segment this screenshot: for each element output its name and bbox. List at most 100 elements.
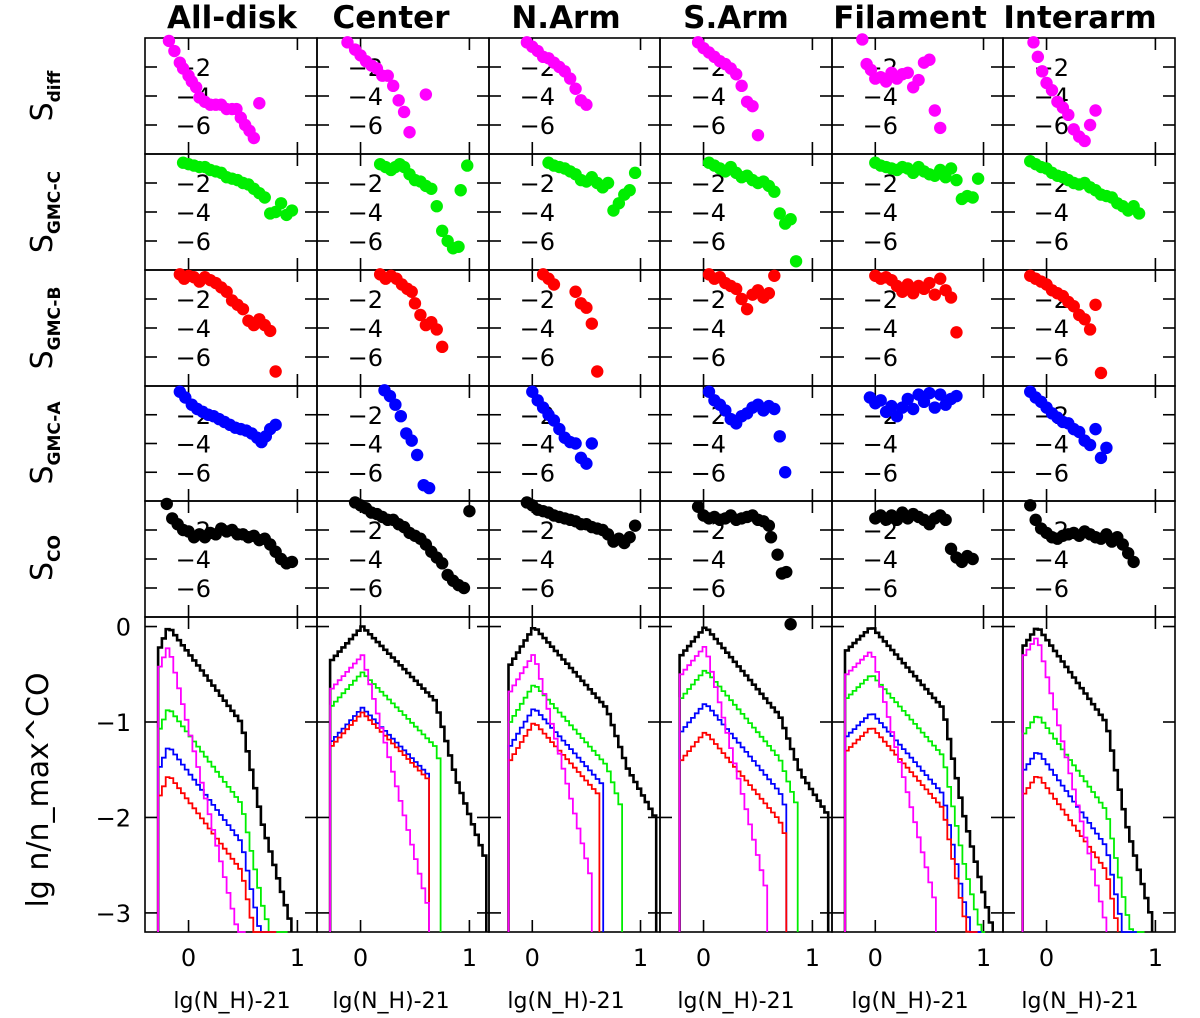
x-axis-label-4: lg(N_H)-21 [677, 989, 794, 1014]
y-tick-label-3-2-0: −2 [691, 286, 726, 314]
point-S_diff-4-13 [923, 53, 936, 66]
y-tick-label-1-4-1: −4 [348, 546, 383, 574]
hist-line-S_CO-5 [1021, 627, 1154, 932]
hist-line-S_GMC-A-1 [329, 706, 430, 932]
y-tick-label-2-4-2: −6 [520, 575, 555, 603]
point-S_diff-0-6 [189, 81, 203, 94]
y-tick-label-0-3-2: −6 [176, 459, 211, 487]
hist-line-S_GMC-A-2 [507, 708, 605, 932]
point-S_GMC-A-5-14 [1100, 441, 1113, 455]
hist-line-S_GMC-A-3 [678, 703, 788, 932]
y-tick-label-1-3-0: −2 [348, 402, 383, 430]
y-tick-label-0-2-2: −6 [176, 344, 211, 372]
panel-frame-5-4 [1002, 500, 1176, 618]
hist-line-S_GMC-B-3 [678, 731, 788, 932]
x-tick-label-5-0: 0 [1039, 944, 1054, 972]
panel-frame-1-3 [316, 385, 490, 502]
point-S_diff-2-11 [580, 98, 593, 111]
y-tick-label-0-4-1: −4 [176, 546, 211, 574]
row-label-s-co: SCO [25, 535, 65, 581]
column-title-all-disk: All-disk [167, 0, 298, 36]
panel-frame-3-5 [659, 616, 833, 933]
point-S_diff-1-8 [387, 79, 400, 93]
point-S_GMC-A-1-8 [422, 481, 436, 495]
point-S_CO-1-20 [457, 581, 471, 595]
point-S_diff-4-14 [928, 104, 942, 117]
y-tick-label-1-1-0: −2 [348, 170, 383, 198]
point-S_GMC-A-2-8 [569, 437, 582, 450]
x-tick-label-2-0: 0 [525, 944, 540, 972]
hist-line-S_diff-4 [844, 651, 937, 932]
panel-frame-3-3 [659, 385, 833, 502]
panel-frame-2-0 [488, 37, 661, 155]
x-tick-label-4-1: 1 [976, 944, 991, 972]
svg-text:SCO: SCO [25, 535, 65, 581]
point-S_GMC-B-1-7 [408, 297, 422, 310]
y-tick-label-3-2-1: −4 [691, 315, 726, 343]
point-S_diff-2-8 [563, 72, 577, 85]
hist-line-S_GMC-C-0 [157, 709, 288, 933]
row-label-s-gmc-a: SGMC-A [25, 401, 65, 485]
panel-frame-4-3 [831, 385, 1004, 502]
point-S_GMC-B-1-11 [430, 323, 443, 336]
y-tick-label-1-2-1: −4 [348, 315, 383, 343]
point-S_diff-1-7 [381, 69, 394, 82]
svg-text:lg n/n_max^CO: lg n/n_max^CO [21, 672, 56, 907]
point-S_GMC-A-4-12 [928, 401, 942, 414]
point-S_CO-5-19 [1127, 555, 1140, 569]
y-tick-label-3-2-2: −6 [691, 344, 726, 372]
hist-line-S_GMC-C-1 [329, 671, 442, 932]
y-tick-label-4-1-1: −4 [863, 199, 898, 227]
point-S_GMC-C-0-18 [274, 197, 288, 210]
point-S_diff-4-9 [901, 66, 914, 80]
point-S_diff-5-12 [1089, 104, 1102, 117]
point-S_diff-5-7 [1062, 108, 1075, 122]
point-S_GMC-A-3-14 [778, 466, 792, 479]
svg-text:Sdiff: Sdiff [25, 70, 65, 121]
point-S_diff-0-0 [162, 34, 176, 48]
panel-frame-1-4 [316, 500, 490, 618]
panel-frame-3-2 [659, 269, 833, 387]
point-S_CO-5-0 [1024, 499, 1037, 512]
y-tick-label-1-4-0: −2 [348, 517, 383, 545]
point-S_GMC-A-4-2 [874, 394, 887, 407]
point-S_GMC-A-4-7 [901, 392, 914, 406]
y-tick-label-5-2-2: −6 [1034, 344, 1069, 372]
hist-line-S_diff-0 [157, 647, 246, 933]
y-tick-label-5-3-2: −6 [1034, 459, 1069, 487]
y-tick-label-0-3-1: −4 [176, 431, 211, 459]
point-S_GMC-B-4-14 [944, 291, 958, 304]
point-S_CO-1-21 [463, 504, 476, 518]
hist-line-S_CO-2 [507, 627, 658, 932]
row-label-s-gmc-c: SGMC-C [25, 171, 65, 253]
point-S_GMC-C-1-12 [435, 224, 449, 238]
hist-line-S_GMC-B-5 [1021, 776, 1119, 932]
panel-frame-0-5 [144, 616, 318, 933]
row-label-s-gmc-b: SGMC-B [25, 287, 65, 370]
hist-line-S_CO-3 [678, 626, 830, 932]
y-tick-label-2-2-2: −6 [520, 344, 555, 372]
hist-line-S_CO-1 [328, 625, 488, 932]
column-title-n-arm: N.Arm [511, 0, 620, 36]
point-S_CO-3-15 [771, 548, 784, 561]
point-S_diff-3-10 [746, 99, 759, 113]
hist-line-S_GMC-A-0 [157, 747, 277, 933]
point-S_diff-1-9 [392, 94, 405, 107]
point-S_GMC-A-5-11 [1083, 438, 1097, 452]
point-S_diff-1-10 [397, 105, 411, 119]
x-tick-label-2-1: 1 [633, 944, 648, 972]
point-S_diff-0-18 [247, 131, 261, 145]
y-tick-label-5-4-2: −6 [1034, 575, 1069, 603]
hist-line-S_GMC-B-4 [844, 727, 978, 933]
point-S_GMC-C-0-15 [258, 191, 271, 204]
panel-frame-4-0 [831, 37, 1004, 155]
x-tick-label-5-1: 1 [1148, 944, 1163, 972]
x-tick-label-4-0: 0 [868, 944, 883, 972]
point-S_GMC-C-2-16 [628, 166, 642, 180]
point-S_diff-0-1 [168, 44, 181, 58]
point-S_GMC-B-4-11 [928, 288, 942, 301]
y-tick-label-0-2-0: −2 [176, 286, 211, 314]
y-tick-label-4-2-1: −4 [863, 315, 898, 343]
point-S_GMC-B-2-2 [547, 278, 561, 291]
point-S_GMC-A-4-16 [950, 389, 963, 403]
